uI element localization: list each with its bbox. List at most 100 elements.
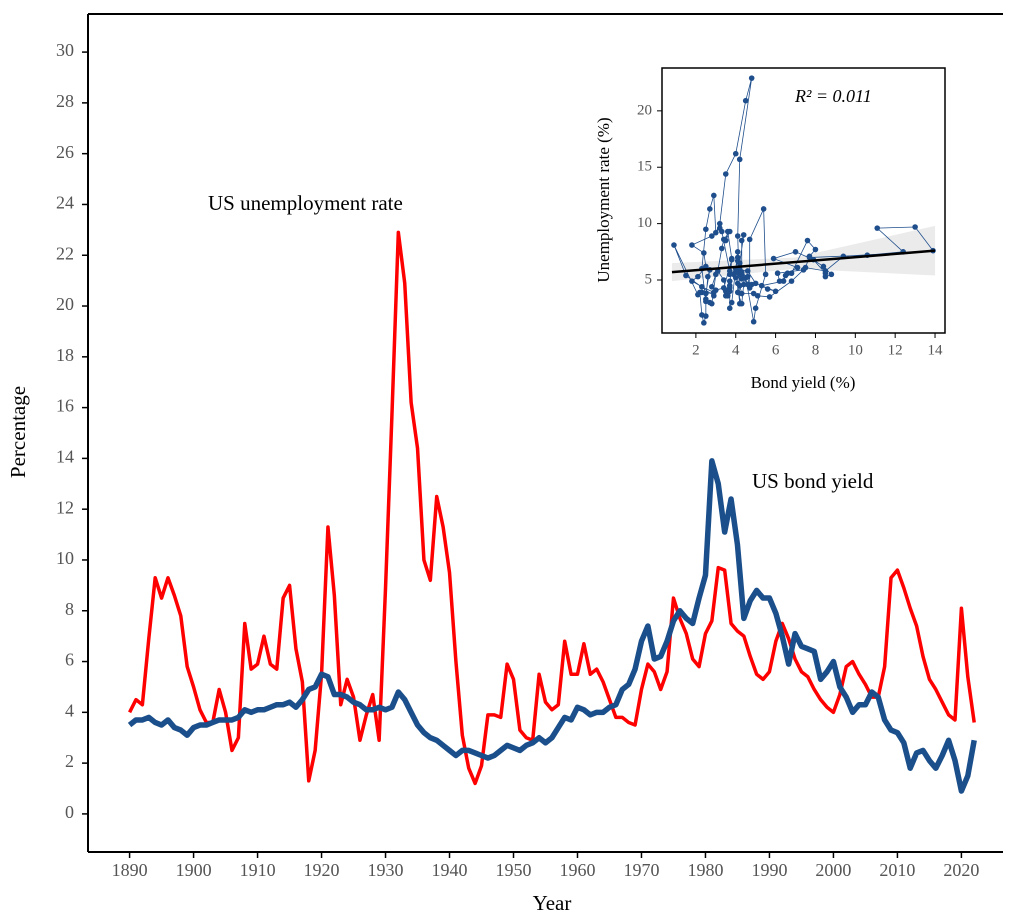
scatter-point <box>683 272 689 279</box>
x-tick-label: 1970 <box>623 860 659 880</box>
y-tick-label: 0 <box>65 802 74 822</box>
scatter-point <box>774 270 781 277</box>
scatter-point <box>699 312 705 318</box>
x-tick-label: 1980 <box>687 860 723 880</box>
x-tick-label: 2 <box>692 342 700 358</box>
scatter-point <box>748 75 755 81</box>
scatter-point <box>740 232 747 238</box>
scatter-point <box>732 274 739 281</box>
scatter-point <box>734 233 741 239</box>
scatter-point <box>718 245 725 252</box>
scatter-point <box>689 278 695 284</box>
scatter-point <box>744 268 751 274</box>
scatter-point <box>822 270 829 277</box>
inset-annotation: R² = 0.011 <box>794 86 872 106</box>
x-tick-label: 1960 <box>559 860 595 880</box>
scatter-point <box>738 290 745 297</box>
scatter-point <box>701 250 707 256</box>
y-tick-label: 6 <box>65 650 74 670</box>
y-tick-label: 8 <box>65 599 74 619</box>
scatter-point <box>738 271 745 278</box>
scatter-point <box>772 288 779 295</box>
y-tick-label: 24 <box>56 193 74 213</box>
inset-x-label: Bond yield (%) <box>751 373 856 392</box>
scatter-point <box>705 273 711 280</box>
scatter-point <box>748 281 755 288</box>
x-tick-label: 1910 <box>240 860 276 880</box>
scatter-point <box>695 291 701 298</box>
x-tick-label: 1900 <box>176 860 212 880</box>
y-tick-label: 14 <box>56 447 74 467</box>
inset-y-label: Unemployment rate (%) <box>594 117 613 282</box>
y-tick-label: 10 <box>637 215 652 231</box>
scatter-point <box>742 97 749 104</box>
scatter-point <box>912 224 918 230</box>
scatter-point <box>726 288 733 295</box>
scatter-point <box>762 271 769 278</box>
scatter-point <box>828 271 835 278</box>
x-tick-label: 6 <box>772 342 780 358</box>
scatter-point <box>734 249 741 255</box>
scatter-point <box>776 278 783 284</box>
x-tick-label: 1890 <box>112 860 148 880</box>
scatter-point <box>766 294 773 300</box>
scatter-point <box>792 249 799 255</box>
scatter-point <box>744 281 751 288</box>
x-tick-label: 12 <box>888 342 903 358</box>
scatter-point <box>709 300 715 307</box>
scatter-point <box>734 258 741 264</box>
scatter-point <box>788 278 795 284</box>
y-tick-label: 5 <box>645 271 653 287</box>
scatter-point <box>720 277 727 283</box>
scatter-point <box>804 237 811 244</box>
scatter-point <box>703 290 709 297</box>
y-axis-label: Percentage <box>6 386 30 478</box>
scatter-point <box>728 256 735 263</box>
scatter-point <box>713 271 719 278</box>
scatter-point <box>695 273 701 280</box>
x-tick-label: 1920 <box>304 860 340 880</box>
scatter-point <box>726 268 733 274</box>
scatter-point <box>752 305 759 311</box>
y-tick-label: 12 <box>56 497 74 517</box>
inset-frame <box>661 67 946 334</box>
y-tick-label: 15 <box>637 159 652 175</box>
y-tick-label: 10 <box>56 548 74 568</box>
x-tick-label: 4 <box>732 342 740 358</box>
scatter-point <box>754 292 761 299</box>
x-tick-label: 1990 <box>751 860 787 880</box>
x-tick-label: 1950 <box>496 860 532 880</box>
scatter-point <box>770 255 777 262</box>
scatter-point <box>726 228 733 235</box>
y-tick-label: 26 <box>56 142 74 162</box>
scatter-point <box>726 305 733 311</box>
series-label: US unemployment rate <box>208 191 403 215</box>
scatter-point <box>744 273 751 280</box>
scatter-point <box>738 237 745 244</box>
scatter-point <box>764 286 771 292</box>
scatter-point <box>720 285 727 291</box>
scatter-point <box>709 233 715 239</box>
x-tick-label: 2000 <box>815 860 851 880</box>
scatter-point <box>736 156 743 163</box>
series-line <box>128 230 976 786</box>
scatter-point <box>782 272 789 279</box>
scatter-point <box>689 242 695 248</box>
series-label: US bond yield <box>752 469 874 493</box>
scatter-point <box>780 278 787 284</box>
y-tick-label: 2 <box>65 751 74 771</box>
scatter-point <box>794 264 801 271</box>
scatter-point <box>812 246 819 253</box>
scatter-point <box>703 226 709 233</box>
scatter-point <box>788 270 795 277</box>
scatter-point <box>750 318 757 325</box>
scatter-point <box>703 263 709 270</box>
scatter-point <box>716 220 723 227</box>
scatter-point <box>736 300 743 307</box>
trend-line <box>671 249 936 274</box>
scatter-point <box>760 206 767 212</box>
scatter-point <box>716 225 723 231</box>
scatter-point <box>720 236 727 243</box>
x-tick-label: 2020 <box>943 860 979 880</box>
